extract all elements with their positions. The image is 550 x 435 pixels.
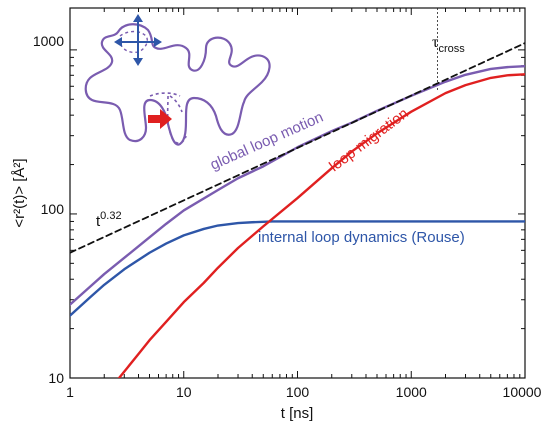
x-axis-title: t [ns]: [281, 405, 314, 422]
arrow-right-icon: [154, 37, 162, 47]
series-line-loop-migration: [117, 73, 525, 378]
x-tick-labels: 1 10 100 1000 10000: [66, 384, 542, 400]
loop-segment-dashed: [119, 30, 148, 54]
x-tick-label-100: 100: [286, 384, 310, 400]
migration-arrow-icon: [148, 109, 172, 129]
loop-outline: [84, 23, 271, 146]
loop-migration-path: [149, 92, 187, 144]
y-tick-label-10: 10: [48, 370, 64, 386]
arrow-left-icon: [114, 37, 122, 47]
series-line-global-loop-motion: [70, 65, 525, 306]
arrow-down-icon: [133, 58, 143, 66]
tau-subscript: cross: [438, 43, 465, 55]
series-line-t-0-32: [70, 42, 525, 254]
axis-ticks: [69, 8, 526, 379]
rouse-label: internal loop dynamics (Rouse): [258, 229, 465, 246]
x-tick-label-1: 1: [66, 384, 74, 400]
arrow-up-icon: [133, 14, 143, 22]
y-tick-label-1000: 1000: [33, 33, 64, 49]
x-tick-label-10000: 10000: [503, 384, 542, 400]
y-axis-title: <r²(t)> [Å²]: [11, 158, 28, 227]
power-law-label: t0.32: [96, 210, 122, 230]
power-law-exponent: 0.32: [100, 210, 121, 222]
series-line-internal-loop-dynamics-rouse: [70, 220, 525, 317]
series-layer: [70, 42, 525, 378]
y-tick-label-100: 100: [41, 201, 65, 217]
x-tick-label-10: 10: [176, 384, 192, 400]
power-law-base: t: [96, 213, 101, 230]
tau-symbol: τ: [432, 34, 439, 51]
y-tick-labels: 10 100 1000: [33, 33, 64, 386]
loop-schematic: [84, 14, 271, 146]
x-tick-label-1000: 1000: [396, 384, 427, 400]
tau-cross-label: τcross: [432, 34, 465, 55]
